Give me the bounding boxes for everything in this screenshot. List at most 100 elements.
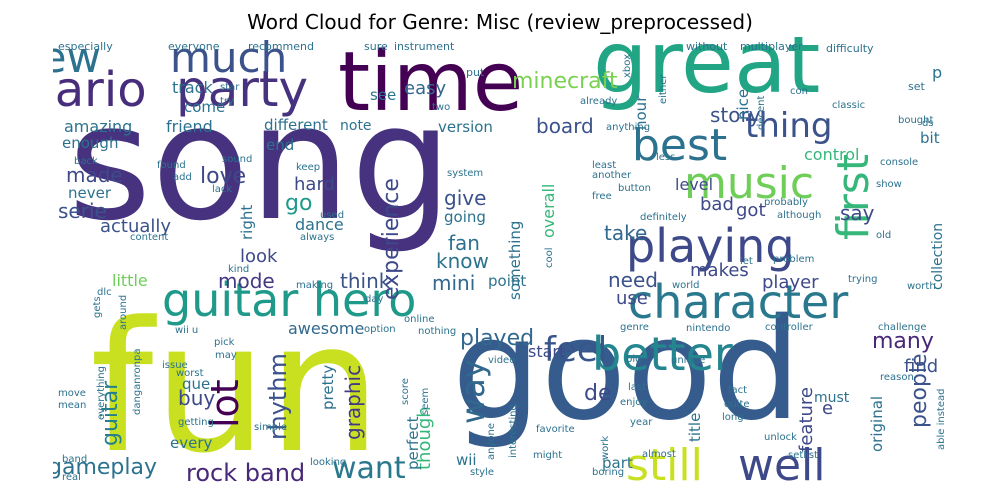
word-wii: wii [456, 451, 477, 469]
word-wii-u: wii u [175, 325, 198, 336]
word-interesting: interesting [508, 404, 519, 458]
word-look: look [240, 246, 278, 267]
word-feel: feel [544, 330, 607, 370]
word-mode: mode [218, 269, 275, 293]
word-nothing: nothing [418, 326, 456, 337]
word-set: set [908, 80, 925, 93]
word-p: p [932, 63, 942, 82]
word-going: going [444, 208, 486, 226]
word-use: use [616, 288, 648, 309]
word-anyone: anyone [486, 423, 497, 460]
word-may: may [215, 350, 237, 361]
word-real: real [62, 472, 81, 483]
word-fun: fun [90, 284, 382, 485]
word-see: see [370, 86, 396, 104]
word-quite: quite [724, 399, 750, 410]
word-bought: bought [898, 115, 933, 126]
word-much: much [170, 37, 287, 82]
word-looking: looking [310, 457, 346, 468]
word-classic: classic [832, 100, 865, 111]
word-multiplayer: multiplayer [740, 40, 803, 53]
word-anything: anything [606, 122, 650, 133]
word-getting: getting [178, 417, 214, 428]
word-worth: worth [907, 281, 936, 292]
word-day: day [365, 294, 383, 305]
word-give: give [444, 186, 486, 210]
word-control: control [804, 145, 859, 164]
word-sure: sure [364, 40, 388, 53]
word-option: option [364, 324, 396, 335]
word-experience: experience [379, 178, 404, 300]
word-title: title [686, 413, 704, 442]
word-less: less [656, 152, 675, 163]
word-people: people [907, 353, 932, 428]
word-player: player [762, 272, 819, 293]
word-setlist: setlist [788, 450, 818, 461]
word-time: time [338, 37, 523, 130]
word-issue: issue [162, 360, 188, 371]
word-e: e [822, 398, 833, 419]
word-perfect: perfect [404, 416, 422, 470]
word-enjoy: enjoy [620, 397, 647, 408]
word-right: right [238, 205, 256, 240]
word-want: want [332, 451, 406, 485]
word-take: take [604, 221, 647, 245]
word-work: work [600, 436, 611, 460]
word-guitar-hero: guitar hero [162, 273, 416, 327]
word-worst: worst [176, 368, 204, 379]
word-bit: bit [920, 129, 940, 147]
word-easy: easy [404, 78, 446, 99]
word-great: great [593, 37, 820, 113]
word-way: way [454, 359, 492, 424]
word-many: many [872, 329, 934, 354]
word-collection: collection [930, 223, 946, 290]
word-track: track [172, 78, 213, 97]
word-although: although [777, 210, 821, 221]
word-used: used [320, 210, 344, 221]
word-got: got [736, 200, 766, 221]
word-able-instead: able instead [936, 389, 947, 450]
word-free: free [592, 191, 612, 202]
word-con: con [790, 86, 808, 97]
word-back: back [74, 156, 98, 167]
word-friend: friend [166, 117, 213, 136]
word-overall: overall [539, 184, 558, 238]
word-party: party [176, 60, 308, 118]
word-hour: hour [632, 95, 650, 130]
word-graphic: graphic [341, 365, 365, 440]
word-definitely: definitely [640, 212, 687, 223]
word-version: version [438, 118, 493, 136]
word-without: without [686, 40, 728, 53]
word-need: need [608, 268, 658, 292]
word-put: put [466, 66, 485, 79]
word-serie: serie [58, 199, 107, 223]
word-console: console [880, 157, 918, 168]
word-guitar: guitar [98, 380, 123, 446]
word-mini: mini [432, 271, 475, 295]
cloud-background [53, 37, 947, 485]
word-sound: sound [222, 154, 252, 165]
word-feature: feature [796, 387, 817, 452]
word-difficulty: difficulty [826, 42, 874, 55]
word-content: content [130, 232, 168, 243]
word-big: big [626, 354, 641, 365]
word-think: think [340, 269, 391, 293]
word-point: point [488, 272, 526, 290]
word-controller: controller [765, 322, 814, 333]
word-end: end [266, 136, 294, 154]
word-buy: buy [178, 386, 215, 410]
word-keep: keep [296, 162, 320, 173]
word-lot: lot [203, 379, 247, 428]
word-say: say [840, 201, 875, 225]
word-ds: ds [922, 118, 934, 129]
word-making: making [296, 280, 333, 291]
word-last: last [628, 382, 646, 393]
word-recommend: recommend [248, 40, 314, 53]
word-dance: dance [295, 215, 344, 234]
word-especially: especially [58, 40, 113, 53]
word-star: star [220, 82, 240, 93]
word-everything: everything [96, 366, 107, 420]
word-come: come [184, 98, 225, 116]
word-might: might [533, 450, 562, 461]
word-favorite: favorite [536, 424, 575, 435]
